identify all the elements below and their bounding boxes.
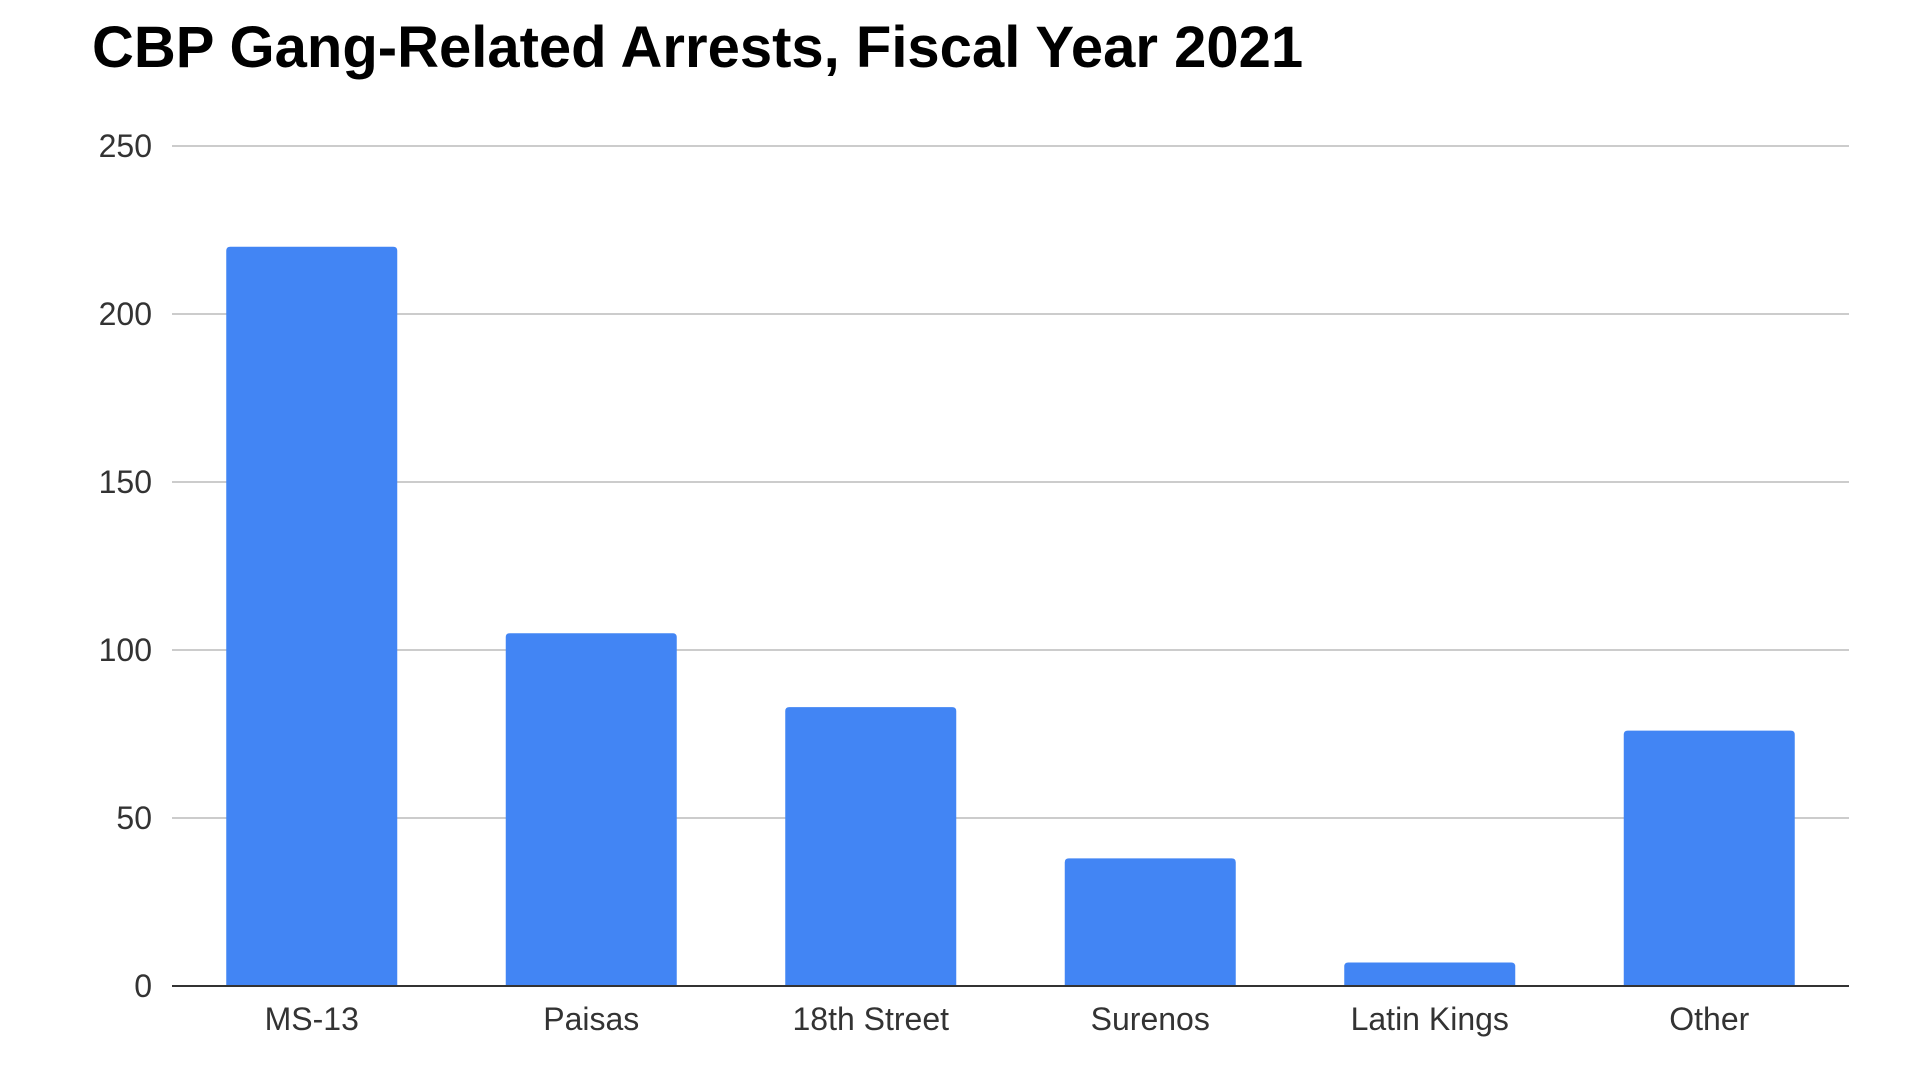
bar-other bbox=[1623, 730, 1795, 986]
x-tick-label: MS-13 bbox=[265, 1001, 359, 1037]
bar-18th-street bbox=[785, 707, 957, 986]
x-tick-label: Latin Kings bbox=[1351, 1001, 1509, 1037]
x-tick-label: Other bbox=[1669, 1001, 1749, 1037]
x-tick-label: 18th Street bbox=[792, 1001, 949, 1037]
bar-ms-13 bbox=[226, 246, 398, 987]
y-tick-label: 100 bbox=[99, 632, 152, 668]
y-tick-label: 250 bbox=[99, 128, 152, 164]
x-tick-label: Surenos bbox=[1091, 1001, 1210, 1037]
bar-surenos bbox=[1064, 858, 1236, 986]
chart-title: CBP Gang-Related Arrests, Fiscal Year 20… bbox=[92, 15, 1304, 80]
x-tick-label: Paisas bbox=[543, 1001, 639, 1037]
bar-paisas bbox=[505, 633, 677, 986]
bar-latin-kings bbox=[1344, 962, 1516, 986]
y-tick-label: 150 bbox=[99, 464, 152, 500]
y-tick-label: 50 bbox=[116, 800, 152, 836]
y-tick-label: 200 bbox=[99, 296, 152, 332]
y-tick-label: 0 bbox=[134, 968, 152, 1004]
